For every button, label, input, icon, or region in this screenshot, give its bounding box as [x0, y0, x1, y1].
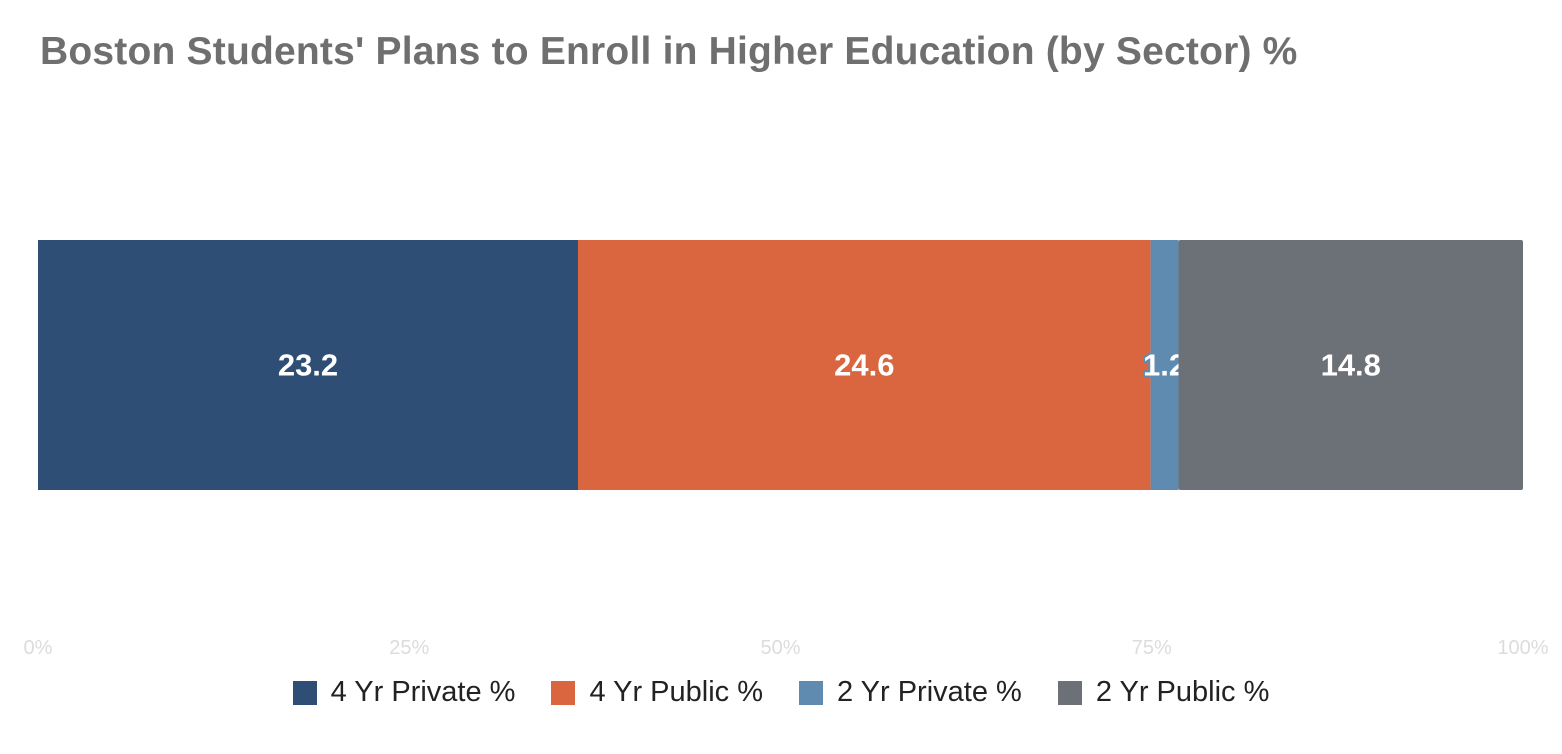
x-tick-label: 75% — [1132, 637, 1172, 659]
legend-label: 4 Yr Public % — [589, 676, 763, 708]
legend: 4 Yr Private % 4 Yr Public % 2 Yr Private … — [0, 676, 1562, 709]
bar-segment-4 — [1178, 240, 1523, 490]
data-label-2: 24.6 — [834, 348, 894, 383]
x-tick-label: 0% — [24, 637, 53, 659]
legend-swatch — [1057, 680, 1082, 705]
data-label-4: 14.8 — [1321, 348, 1381, 383]
legend-item-4[interactable]: 2 Yr Public % — [1057, 676, 1270, 709]
bar-segment-1 — [38, 240, 578, 490]
legend-label: 2 Yr Public % — [1095, 676, 1270, 708]
x-tick-label: 25% — [389, 637, 429, 659]
legend-swatch — [551, 680, 576, 705]
chart-title: Boston Students' Plans to Enroll in High… — [40, 30, 1298, 73]
data-label-1: 23.2 — [278, 348, 338, 383]
bar-segment-2 — [578, 240, 1151, 490]
legend-swatch — [799, 680, 823, 705]
bar-segment-3 — [1150, 240, 1179, 490]
legend-item-3[interactable]: 2 Yr Private % — [799, 676, 1022, 709]
legend-item-2[interactable]: 4 Yr Public % — [551, 676, 763, 709]
x-tick-label: 100% — [1497, 637, 1548, 659]
legend-label: 4 Yr Private % — [330, 676, 516, 708]
legend-item-1[interactable]: 4 Yr Private % — [292, 676, 516, 709]
legend-label: 2 Yr Private % — [837, 676, 1022, 708]
legend-swatch — [292, 680, 317, 705]
x-tick-label: 50% — [760, 637, 800, 659]
